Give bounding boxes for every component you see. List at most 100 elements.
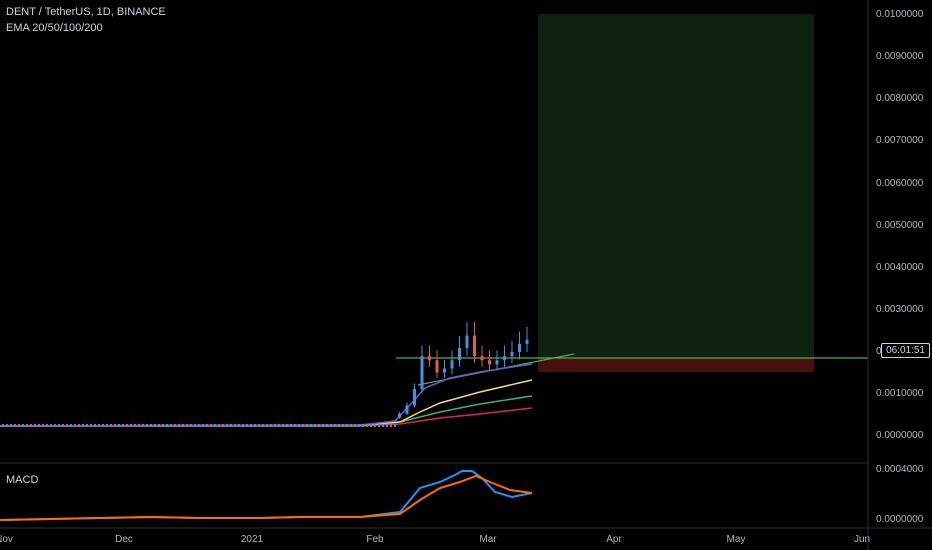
candle — [420, 356, 424, 390]
candle — [298, 424, 300, 427]
candle — [310, 424, 312, 427]
candle — [46, 424, 48, 427]
candle — [186, 424, 188, 427]
macd-tick: 0.0000000 — [876, 514, 924, 525]
target-zone[interactable] — [538, 14, 814, 358]
candle — [473, 335, 476, 357]
candle — [158, 424, 160, 427]
candle — [354, 424, 356, 427]
candle — [314, 424, 316, 427]
ema50-line — [0, 379, 533, 427]
candle — [154, 424, 156, 427]
candle — [480, 356, 484, 361]
candle — [443, 368, 446, 373]
candle — [102, 424, 104, 427]
time-tick: Nov — [0, 534, 13, 545]
stop-zone[interactable] — [538, 358, 814, 372]
candle — [74, 424, 76, 427]
candle — [66, 424, 68, 427]
candle — [170, 424, 172, 427]
time-tick: May — [726, 534, 746, 545]
candle — [14, 424, 16, 427]
candle — [26, 424, 28, 427]
candle — [106, 424, 108, 427]
candle — [210, 424, 212, 427]
price-tick: 0.0060000 — [876, 178, 924, 189]
candle — [126, 424, 128, 427]
candle — [338, 424, 340, 427]
candle — [374, 424, 376, 427]
candle — [306, 424, 308, 427]
candle — [198, 424, 200, 427]
candle — [18, 424, 20, 427]
price-tick: 0.0080000 — [876, 93, 924, 104]
candle — [302, 424, 304, 427]
candle — [54, 424, 56, 427]
candle — [386, 424, 388, 427]
candle — [58, 424, 60, 427]
candle — [214, 424, 216, 427]
candle — [230, 424, 232, 427]
candle — [146, 424, 148, 427]
candle — [162, 424, 164, 427]
candle — [366, 424, 368, 427]
candle — [30, 424, 32, 427]
candle — [10, 424, 12, 427]
time-tick: Jun — [853, 534, 871, 545]
candle — [206, 424, 208, 427]
price-tick: 0.0050000 — [876, 220, 924, 231]
candle — [362, 424, 364, 427]
macd-indicator-label[interactable]: MACD — [6, 474, 39, 486]
candle — [2, 424, 4, 427]
time-tick: 2021 — [240, 534, 264, 545]
candle — [370, 424, 372, 427]
candle — [334, 424, 336, 427]
candle — [222, 424, 224, 427]
time-tick: Mar — [479, 534, 497, 545]
candle — [266, 424, 268, 427]
candle — [138, 424, 140, 427]
candle — [202, 424, 204, 427]
candle — [390, 424, 392, 427]
candle — [134, 424, 136, 427]
candle — [346, 424, 348, 427]
time-tick: Apr — [606, 534, 622, 545]
macd-line — [0, 470, 533, 521]
candles-group — [2, 322, 529, 427]
candle — [428, 356, 431, 361]
candle — [495, 360, 499, 365]
candle — [38, 424, 40, 427]
candle — [330, 424, 332, 427]
candle — [465, 335, 469, 348]
signal-line — [0, 474, 533, 521]
candle — [62, 424, 64, 427]
candle — [342, 424, 344, 427]
candle — [166, 424, 168, 427]
candle — [525, 339, 529, 344]
ema-indicator-label[interactable]: EMA 20/50/100/200 — [6, 22, 103, 34]
candle — [322, 424, 324, 427]
candle — [130, 424, 132, 427]
candle — [382, 424, 384, 427]
candle — [226, 424, 228, 427]
ema200-line — [0, 407, 533, 427]
candle — [318, 424, 320, 427]
candle — [178, 424, 180, 427]
candle — [218, 424, 220, 427]
candle — [262, 424, 264, 427]
candle — [118, 424, 120, 427]
time-tick: Feb — [366, 534, 384, 545]
candle — [234, 424, 236, 427]
candle — [70, 424, 72, 427]
candle — [174, 424, 176, 427]
price-tick: 0.0070000 — [876, 135, 924, 146]
symbol-title[interactable]: DENT / TetherUS, 1D, BINANCE — [6, 6, 166, 18]
candle — [450, 360, 454, 369]
candle — [510, 352, 514, 357]
price-tick: 0.0040000 — [876, 262, 924, 273]
candle — [94, 424, 96, 427]
candle — [122, 424, 124, 427]
candle — [42, 424, 44, 427]
candle — [286, 424, 288, 427]
